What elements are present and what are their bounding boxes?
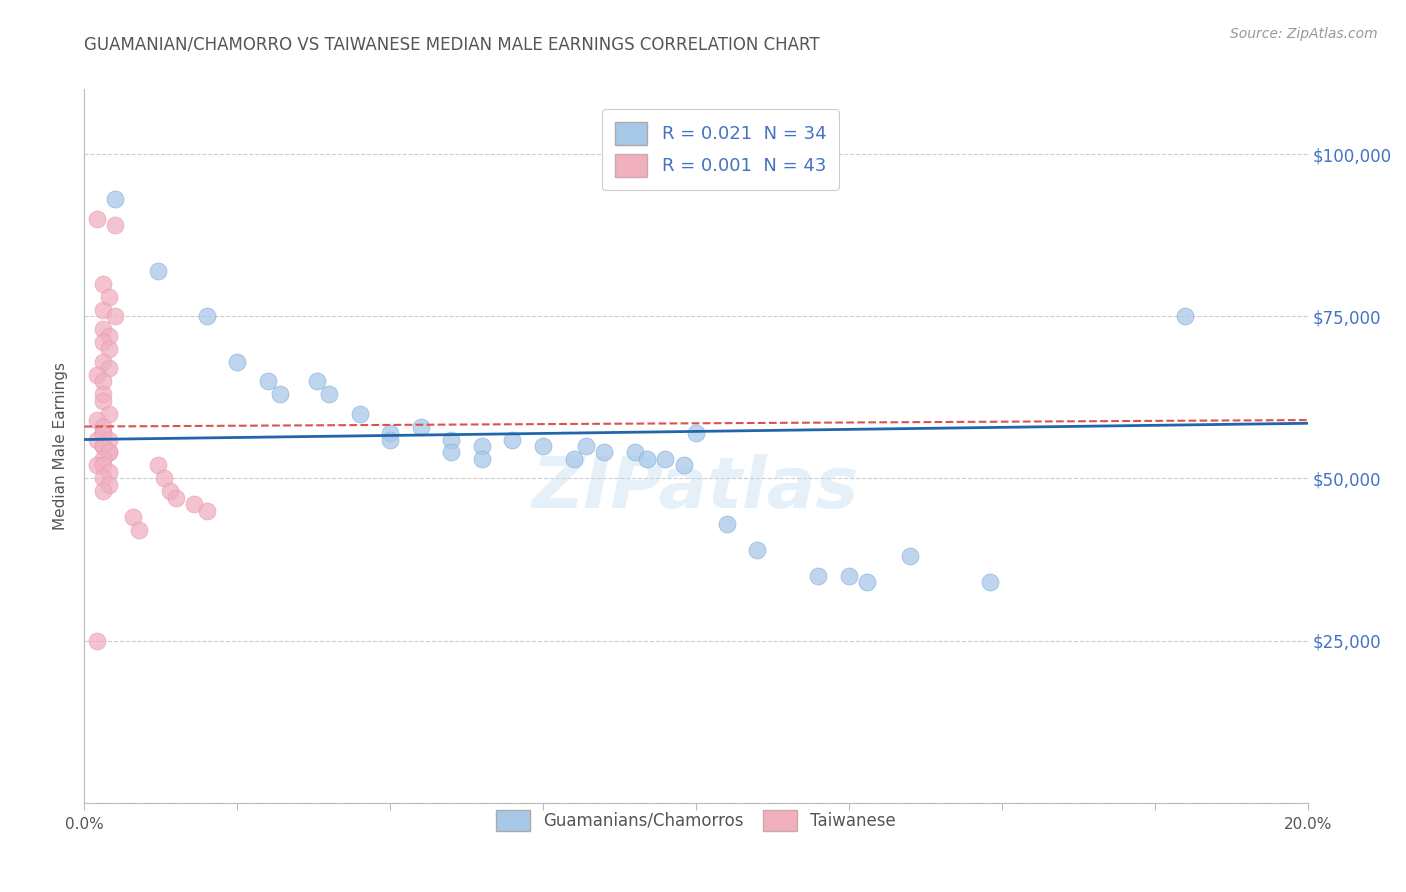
Point	[91, 354, 114, 368]
Point	[91, 471, 114, 485]
Point	[97, 445, 120, 459]
Point	[91, 425, 114, 440]
Point	[91, 393, 114, 408]
Text: ZIPatlas: ZIPatlas	[533, 454, 859, 524]
Text: Source: ZipAtlas.com: Source: ZipAtlas.com	[1230, 27, 1378, 41]
Point	[531, 439, 554, 453]
Point	[128, 524, 150, 538]
Point	[153, 471, 176, 485]
Point	[654, 452, 676, 467]
Point	[807, 568, 830, 582]
Point	[91, 425, 114, 440]
Point	[86, 458, 108, 473]
Point	[349, 407, 371, 421]
Point	[97, 342, 120, 356]
Point	[86, 368, 108, 382]
Point	[226, 354, 249, 368]
Point	[146, 458, 169, 473]
Point	[91, 387, 114, 401]
Point	[91, 335, 114, 350]
Point	[91, 439, 114, 453]
Point	[122, 510, 145, 524]
Point	[979, 575, 1001, 590]
Point	[409, 419, 432, 434]
Point	[91, 322, 114, 336]
Text: GUAMANIAN/CHAMORRO VS TAIWANESE MEDIAN MALE EARNINGS CORRELATION CHART: GUAMANIAN/CHAMORRO VS TAIWANESE MEDIAN M…	[84, 36, 820, 54]
Point	[86, 633, 108, 648]
Point	[104, 310, 127, 324]
Y-axis label: Median Male Earnings: Median Male Earnings	[53, 362, 69, 530]
Point	[747, 542, 769, 557]
Point	[97, 478, 120, 492]
Point	[86, 211, 108, 226]
Point	[165, 491, 187, 505]
Point	[195, 310, 218, 324]
Point	[97, 361, 120, 376]
Point	[104, 193, 127, 207]
Point	[97, 433, 120, 447]
Point	[104, 219, 127, 233]
Point	[97, 328, 120, 343]
Point	[97, 407, 120, 421]
Point	[91, 374, 114, 388]
Point	[305, 374, 328, 388]
Point	[624, 445, 647, 459]
Point	[269, 387, 291, 401]
Point	[672, 458, 695, 473]
Point	[97, 290, 120, 304]
Point	[91, 458, 114, 473]
Point	[86, 433, 108, 447]
Point	[97, 465, 120, 479]
Point	[91, 452, 114, 467]
Point	[716, 516, 738, 531]
Point	[195, 504, 218, 518]
Point	[898, 549, 921, 564]
Point	[91, 484, 114, 499]
Point	[380, 433, 402, 447]
Point	[257, 374, 280, 388]
Point	[91, 419, 114, 434]
Point	[685, 425, 707, 440]
Point	[91, 302, 114, 317]
Point	[440, 433, 463, 447]
Legend: Guamanians/Chamorros, Taiwanese: Guamanians/Chamorros, Taiwanese	[489, 804, 903, 838]
Point	[856, 575, 879, 590]
Point	[471, 452, 494, 467]
Point	[97, 445, 120, 459]
Point	[575, 439, 598, 453]
Point	[183, 497, 205, 511]
Point	[593, 445, 616, 459]
Point	[159, 484, 181, 499]
Point	[636, 452, 658, 467]
Point	[1174, 310, 1197, 324]
Point	[440, 445, 463, 459]
Point	[91, 277, 114, 291]
Point	[380, 425, 402, 440]
Point	[471, 439, 494, 453]
Point	[86, 413, 108, 427]
Point	[838, 568, 860, 582]
Point	[502, 433, 524, 447]
Point	[91, 439, 114, 453]
Point	[318, 387, 340, 401]
Point	[562, 452, 585, 467]
Point	[146, 264, 169, 278]
